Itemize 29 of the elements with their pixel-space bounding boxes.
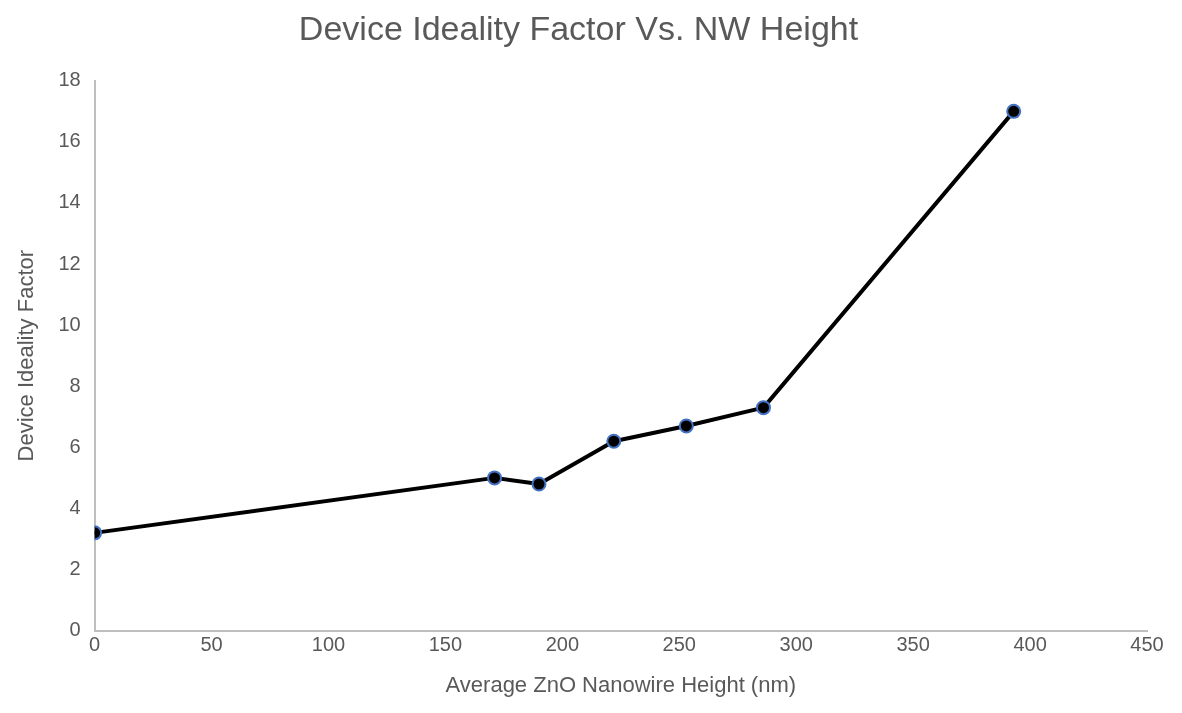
y-tick-label: 6 [69, 434, 81, 457]
point [755, 400, 771, 416]
y-tick-label: 2 [69, 557, 81, 580]
y-tick-label: 14 [58, 190, 81, 213]
y-tick-label: 10 [58, 312, 81, 335]
x-tick-label: 100 [311, 633, 346, 656]
x-tick-label: 400 [1013, 633, 1047, 656]
y-tick-label: 8 [69, 373, 81, 396]
point [1006, 103, 1022, 119]
x-tick-label: 0 [89, 633, 101, 656]
y-tick-label: 0 [69, 618, 81, 641]
y-axis-title: Device Ideality Factor [13, 249, 39, 462]
y-tick-label: 4 [69, 495, 81, 518]
x-tick-label: 150 [428, 633, 463, 656]
x-tick-label: 50 [200, 633, 223, 656]
x-axis-title: Average ZnO Nanowire Height (nm) [445, 671, 797, 697]
x-tick-label: 250 [662, 633, 696, 656]
x-tick-label: 450 [1130, 633, 1164, 656]
point [487, 470, 503, 486]
y-tick-label: 12 [58, 251, 81, 274]
point [678, 418, 694, 434]
x-tick-label: 300 [779, 633, 813, 656]
y-tick-label: 16 [58, 129, 81, 152]
y-tick-label: 18 [58, 68, 81, 91]
point [606, 433, 622, 449]
point [531, 476, 547, 492]
x-tick-label: 350 [896, 633, 930, 656]
chart-title: Device Ideality Factor Vs. NW Height [298, 8, 859, 47]
x-tick-label: 200 [545, 633, 580, 656]
